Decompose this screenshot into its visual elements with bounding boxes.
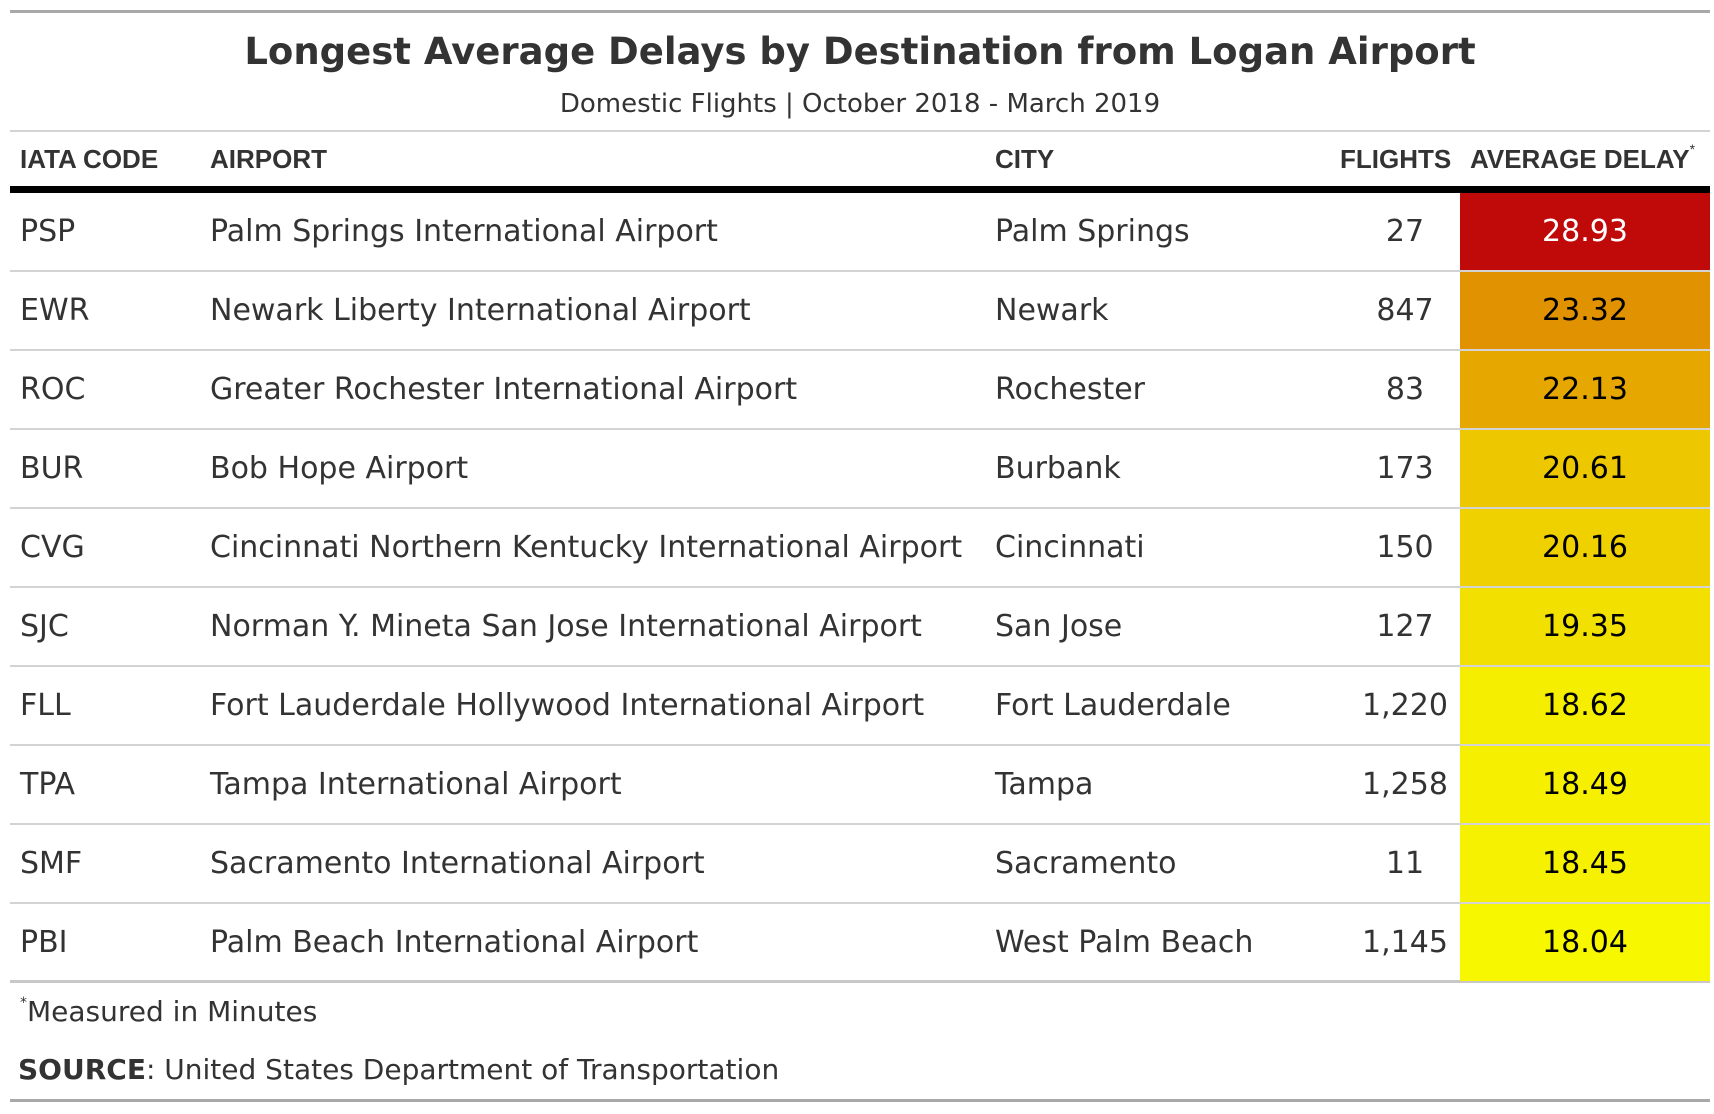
flights-cell: 1,220	[1362, 688, 1448, 723]
airport-cell: Greater Rochester International Airport	[210, 372, 798, 407]
flights-cell: 83	[1385, 372, 1425, 407]
city-cell: San Jose	[995, 609, 1123, 644]
footnote: *Measured in Minutes	[20, 992, 317, 1032]
header-top-rule	[10, 130, 1710, 132]
average-delay-cell: 18.45	[1460, 825, 1710, 902]
column-header-flights: FLIGHTS	[1340, 144, 1452, 174]
airport-cell: Bob Hope Airport	[210, 451, 469, 486]
average-delay-cell: 19.35	[1460, 588, 1710, 665]
column-header-iata-code: IATA CODE	[20, 144, 159, 174]
table-row: CVG Cincinnati Northern Kentucky Internat…	[10, 509, 1710, 588]
table-row: TPA Tampa International Airport Tampa 1,258…	[10, 746, 1710, 825]
airport-cell: Norman Y. Mineta San Jose International …	[210, 609, 922, 644]
city-cell: Tampa	[995, 767, 1094, 802]
airport-cell: Palm Beach International Airport	[210, 925, 699, 960]
average-delay-label: AVERAGE DELAY	[1470, 144, 1690, 174]
average-delay-cell: 20.16	[1460, 509, 1710, 586]
table-row: BUR Bob Hope Airport Burbank 173 20.61	[10, 430, 1710, 509]
flights-cell: 847	[1376, 293, 1434, 328]
iata-code-cell: BUR	[20, 451, 84, 486]
table-row: PSP Palm Springs International Airport Pal…	[10, 193, 1710, 272]
airport-cell: Newark Liberty International Airport	[210, 293, 751, 328]
airport-cell: Cincinnati Northern Kentucky Internation…	[210, 530, 963, 565]
table-row: EWR Newark Liberty International Airport N…	[10, 272, 1710, 351]
city-cell: Cincinnati	[995, 530, 1145, 565]
iata-code-cell: SMF	[20, 846, 83, 881]
iata-code-cell: ROC	[20, 372, 86, 407]
airport-cell: Sacramento International Airport	[210, 846, 705, 881]
flights-cell: 150	[1376, 530, 1434, 565]
column-header-average-delay: AVERAGE DELAY*	[1470, 134, 1695, 184]
airport-cell: Tampa International Airport	[210, 767, 622, 802]
iata-code-cell: EWR	[20, 293, 90, 328]
table-row: PBI Palm Beach International Airport West …	[10, 904, 1710, 983]
iata-code-cell: FLL	[20, 688, 71, 723]
average-delay-cell: 18.62	[1460, 667, 1710, 744]
city-cell: Fort Lauderdale	[995, 688, 1231, 723]
table-row: SJC Norman Y. Mineta San Jose Internation…	[10, 588, 1710, 667]
iata-code-cell: TPA	[20, 767, 76, 802]
average-delay-footnote-marker: *	[1689, 141, 1696, 157]
header-bottom-rule	[10, 186, 1710, 193]
column-header-airport: AIRPORT	[210, 144, 327, 174]
table-row: FLL Fort Lauderdale Hollywood Internation…	[10, 667, 1710, 746]
average-delay-cell: 22.13	[1460, 351, 1710, 428]
table-row: ROC Greater Rochester International Airpo…	[10, 351, 1710, 430]
airport-cell: Fort Lauderdale Hollywood International …	[210, 688, 925, 723]
average-delay-cell: 20.61	[1460, 430, 1710, 507]
city-cell: Rochester	[995, 372, 1145, 407]
city-cell: West Palm Beach	[995, 925, 1254, 960]
source-label: SOURCE	[18, 1053, 146, 1086]
flights-cell: 1,145	[1362, 925, 1448, 960]
airport-cell: Palm Springs International Airport	[210, 214, 718, 249]
source-note: SOURCE: United States Department of Tran…	[18, 1050, 779, 1090]
table-figure: Longest Average Delays by Destination fr…	[10, 0, 1710, 1114]
column-header-city: CITY	[995, 144, 1055, 174]
city-cell: Newark	[995, 293, 1109, 328]
footnote-text: Measured in Minutes	[27, 995, 318, 1028]
flights-cell: 173	[1376, 451, 1434, 486]
flights-cell: 11	[1385, 846, 1425, 881]
average-delay-cell: 18.04	[1460, 904, 1710, 981]
source-text: : United States Department of Transporta…	[145, 1053, 780, 1086]
city-cell: Palm Springs	[995, 214, 1190, 249]
table-title: Longest Average Delays by Destination fr…	[244, 30, 1476, 73]
average-delay-cell: 23.32	[1460, 272, 1710, 349]
iata-code-cell: PBI	[20, 925, 68, 960]
iata-code-cell: CVG	[20, 530, 85, 565]
table-subtitle: Domestic Flights | October 2018 - March …	[559, 89, 1161, 119]
average-delay-cell: 18.49	[1460, 746, 1710, 823]
flights-cell: 1,258	[1362, 767, 1448, 802]
bottom-rule	[10, 1099, 1710, 1102]
table-row: SMF Sacramento International Airport Sacra…	[10, 825, 1710, 904]
top-rule	[10, 10, 1710, 13]
flights-cell: 27	[1385, 214, 1425, 249]
city-cell: Sacramento	[995, 846, 1177, 881]
table-body: PSP Palm Springs International Airport Pal…	[10, 193, 1710, 983]
flights-cell: 127	[1376, 609, 1434, 644]
iata-code-cell: PSP	[20, 214, 76, 249]
average-delay-cell: 28.93	[1460, 193, 1710, 270]
iata-code-cell: SJC	[20, 609, 69, 644]
city-cell: Burbank	[995, 451, 1121, 486]
footnote-marker: *	[20, 995, 27, 1011]
